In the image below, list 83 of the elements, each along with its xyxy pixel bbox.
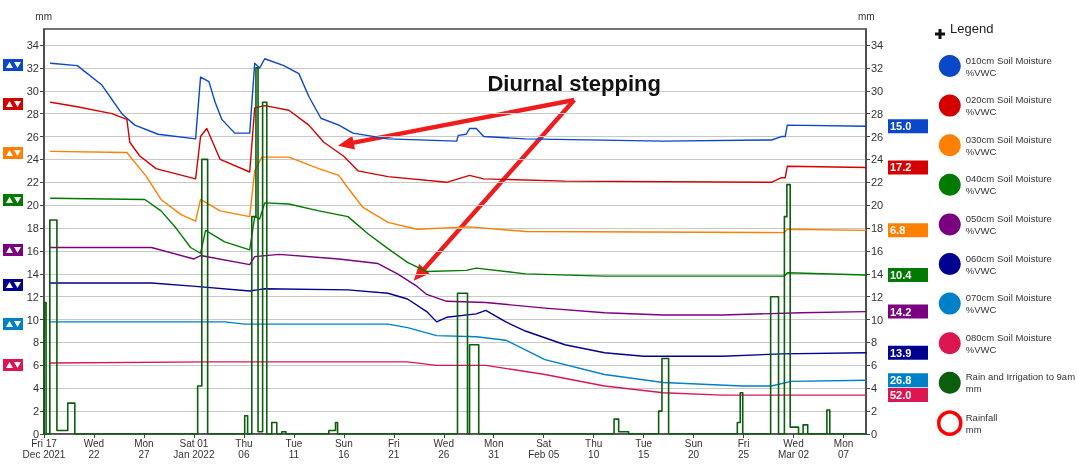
y2-tick-label: 6 [871, 359, 878, 372]
legend-title: Legend [950, 21, 994, 36]
x-tick-label: Thu 06 [235, 438, 253, 460]
y2-tick-label: 24 [871, 153, 884, 166]
y2-tick-label: 28 [871, 107, 884, 120]
legend-label: 060cm Soil Moisture %VWC [965, 252, 1052, 276]
y-tick-label: 20 [26, 199, 39, 212]
x-tick-label: Mon 31 [484, 438, 504, 460]
y-tick-label: 0 [32, 428, 39, 440]
x-tick-label: Tue 11 [285, 438, 303, 460]
x-tick-label: Sun 16 [334, 438, 353, 460]
annotation: 15.0 [890, 120, 912, 133]
y-tick-label: 34 [26, 39, 39, 52]
y2-tick-label: 32 [871, 61, 884, 74]
y2-axis-title: mm [858, 10, 875, 22]
x-tick-label: Mon 27 [134, 438, 154, 460]
y-tick-label: 10 [26, 313, 39, 326]
line-series [49, 197, 867, 277]
y2-tick-label: 12 [871, 290, 884, 303]
x-tick-label: Mon 07 [833, 438, 854, 460]
y-tick-label: 14 [26, 267, 39, 280]
y-tick-label: 4 [32, 382, 39, 395]
y2-tick-label: 16 [871, 244, 884, 257]
y2-tick-label: 30 [871, 84, 884, 97]
legend-label: 070cm Soil Moisture %VWC [965, 292, 1052, 316]
x-tick-label: Wed 26 [433, 438, 454, 460]
legend-label: 020cm Soil Moisture %VWC [965, 94, 1052, 118]
line-series [49, 101, 867, 184]
x-tick-label: Sun 20 [684, 438, 703, 460]
legend-label: 010cm Soil Moisture %VWC [965, 54, 1052, 78]
y2-tick-label: 18 [871, 222, 884, 235]
y2-tick-label: 0 [871, 428, 878, 440]
legend-label: 040cm Soil Moisture %VWC [965, 173, 1052, 197]
legend-label: Rainfall mm [965, 411, 998, 435]
y2-tick-label: 14 [871, 267, 884, 280]
legend-label: 080cm Soil Moisture %VWC [965, 331, 1052, 355]
y2-tick-label: 34 [871, 39, 884, 52]
y-tick-label: 26 [26, 130, 39, 143]
legend-label: Rain and Irrigation to 9am mm [965, 371, 1076, 395]
y2-tick-label: 10 [871, 313, 884, 326]
annotation: Diurnal stepping [487, 70, 661, 96]
line-series [49, 150, 867, 234]
y-tick-label: 16 [26, 244, 39, 257]
y2-tick-label: 26 [871, 130, 884, 143]
x-tick-label: Sat 01 Jan 2022 [173, 438, 215, 460]
legend-label: 050cm Soil Moisture %VWC [965, 212, 1052, 236]
annotation: 17.2 [890, 161, 912, 174]
x-tick-label: Sat Feb 05 [528, 438, 560, 460]
y-tick-label: 30 [26, 84, 39, 97]
annotation: 13.9 [890, 346, 912, 359]
annotation: 14.2 [890, 305, 912, 318]
line-series [49, 282, 867, 357]
line-series [49, 361, 867, 396]
y2-tick-label: 22 [871, 176, 884, 189]
y-tick-label: 24 [26, 153, 39, 166]
y-tick-label: 18 [26, 222, 39, 235]
y2-tick-label: 8 [871, 336, 878, 349]
y-tick-label: 32 [26, 61, 39, 74]
y2-tick-label: 4 [871, 382, 878, 395]
y2-tick-label: 20 [871, 199, 884, 212]
y-tick-label: 22 [26, 176, 39, 189]
annotation: 10.4 [890, 268, 913, 281]
y-tick-label: 28 [26, 107, 39, 120]
x-tick-label: Thu 10 [585, 438, 603, 460]
y-tick-label: 6 [32, 359, 39, 372]
x-tick-label: Wed 22 [83, 438, 105, 460]
x-tick-label: Tue 15 [635, 438, 653, 460]
y-tick-label: 2 [32, 405, 39, 418]
line-series [49, 321, 867, 387]
annotation: 52.0 [890, 389, 912, 402]
line-series [49, 58, 867, 142]
annotation: 6.8 [890, 224, 906, 237]
y-axis-title: mm [35, 10, 52, 22]
x-tick-label: Wed Mar 02 [777, 438, 810, 460]
annotation: 26.8 [890, 374, 912, 387]
legend-label: 030cm Soil Moisture %VWC [965, 133, 1052, 157]
x-tick-label: Fri 21 [387, 438, 400, 460]
y-tick-label: 8 [32, 336, 39, 349]
y-tick-label: 12 [26, 290, 39, 303]
x-tick-label: Fri 17 Dec 2021 [22, 438, 66, 460]
line-series [49, 246, 867, 316]
y2-tick-label: 2 [871, 405, 878, 418]
x-tick-label: Fri 25 [737, 438, 750, 460]
